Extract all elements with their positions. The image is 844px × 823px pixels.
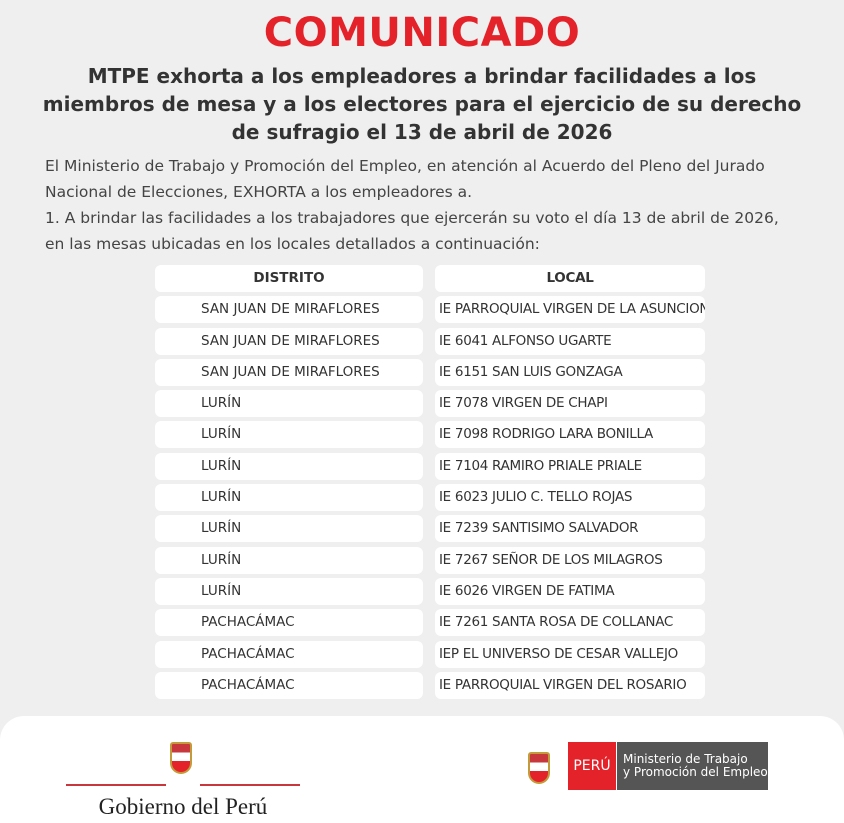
table-row: LURÍN IE 7267 SEÑOR DE LOS MILAGROS [155,546,705,574]
local-cell: IE 6026 VIRGEN DE FATIMA [435,577,705,605]
table-row: SAN JUAN DE MIRAFLORES IE 6041 ALFONSO UG… [155,327,705,355]
local-cell: IE 7261 SANTA ROSA DE COLLANAC [435,609,705,637]
distrito-cell: LURÍN [155,515,423,543]
distrito-cell: PACHACÁMAC [155,640,423,668]
table-row: PACHACÁMAC IEP EL UNIVERSO DE CESAR VALLE… [155,640,705,668]
table-row: LURÍN IE 7104 RAMIRO PRIALE PRIALE [155,452,705,480]
body-line: en las mesas ubicadas en los locales det… [45,235,540,253]
local-cell: IE 6151 SAN LUIS GONZAGA [435,358,705,386]
coat-of-arms-icon [528,752,550,784]
body-line: El Ministerio de Trabajo y Promoción del… [45,157,765,175]
distrito-cell: LURÍN [155,421,423,449]
local-cell: IE 6023 JULIO C. TELLO ROJAS [435,484,705,512]
distrito-cell: PACHACÁMAC [155,671,423,699]
local-cell: IE PARROQUIAL VIRGEN DEL ROSARIO [435,671,705,699]
table-header: DISTRITO LOCAL [155,265,705,292]
subtitle-line: miembros de mesa y a los electores para … [42,92,802,116]
header-distrito: DISTRITO [155,265,423,292]
body-line: Nacional de Elecciones, EXHORTA a los em… [45,183,473,201]
local-cell: IE 7104 RAMIRO PRIALE PRIALE [435,452,705,480]
subtitle: MTPE exhorta a los empleadores a brindar… [40,62,804,146]
table-row: LURÍN IE 7239 SANTISIMO SALVADOR [155,515,705,543]
local-cell: IEP EL UNIVERSO DE CESAR VALLEJO [435,640,705,668]
gobierno-logo: Gobierno del Perú [66,738,300,819]
coat-of-arms-icon [170,742,192,774]
local-cell: IE 6041 ALFONSO UGARTE [435,327,705,355]
distrito-cell: LURÍN [155,390,423,418]
subtitle-line: MTPE exhorta a los empleadores a brindar… [87,64,757,88]
local-cell: IE 7098 RODRIGO LARA BONILLA [435,421,705,449]
distrito-cell: PACHACÁMAC [155,609,423,637]
table-row: PACHACÁMAC IE 7261 SANTA ROSA DE COLLANAC [155,609,705,637]
local-cell: IE PARROQUIAL VIRGEN DE LA ASUNCION [435,296,705,324]
distrito-cell: SAN JUAN DE MIRAFLORES [155,296,423,324]
footer: Gobierno del Perú PERÚ Ministerio de Tra… [0,716,844,823]
body-line: 1. A brindar las facilidades a los traba… [45,209,779,227]
divider [66,784,166,786]
distrito-cell: LURÍN [155,452,423,480]
table-row: SAN JUAN DE MIRAFLORES IE PARROQUIAL VIRG… [155,296,705,324]
ministerio-line: Ministerio de Trabajo [623,752,748,766]
distrito-cell: LURÍN [155,577,423,605]
table-row: SAN JUAN DE MIRAFLORES IE 6151 SAN LUIS G… [155,358,705,386]
table-row: LURÍN IE 7078 VIRGEN DE CHAPI [155,390,705,418]
ministerio-label: Ministerio de Trabajo y Promoción del Em… [616,742,768,790]
locales-table: DISTRITO LOCAL SAN JUAN DE MIRAFLORES IE … [155,265,705,703]
peru-label: PERÚ [568,742,616,790]
distrito-cell: LURÍN [155,484,423,512]
mtpe-logo: PERÚ Ministerio de Trabajo y Promoción d… [524,742,768,790]
header-local: LOCAL [435,265,705,292]
ministerio-line: y Promoción del Empleo [623,765,768,779]
page-title: COMUNICADO [263,10,581,56]
distrito-cell: SAN JUAN DE MIRAFLORES [155,358,423,386]
distrito-cell: LURÍN [155,546,423,574]
table-row: LURÍN IE 6023 JULIO C. TELLO ROJAS [155,484,705,512]
subtitle-line: de sufragio el 13 de abril de 2026 [231,120,613,144]
gobierno-text: Gobierno del Perú [98,794,268,819]
local-cell: IE 7239 SANTISIMO SALVADOR [435,515,705,543]
distrito-cell: SAN JUAN DE MIRAFLORES [155,327,423,355]
table-row: LURÍN IE 6026 VIRGEN DE FATIMA [155,577,705,605]
table-row: PACHACÁMAC IE PARROQUIAL VIRGEN DEL ROSAR… [155,671,705,699]
table-row: LURÍN IE 7098 RODRIGO LARA BONILLA [155,421,705,449]
body-text: El Ministerio de Trabajo y Promoción del… [45,153,815,257]
local-cell: IE 7078 VIRGEN DE CHAPI [435,390,705,418]
local-cell: IE 7267 SEÑOR DE LOS MILAGROS [435,546,705,574]
divider [200,784,300,786]
